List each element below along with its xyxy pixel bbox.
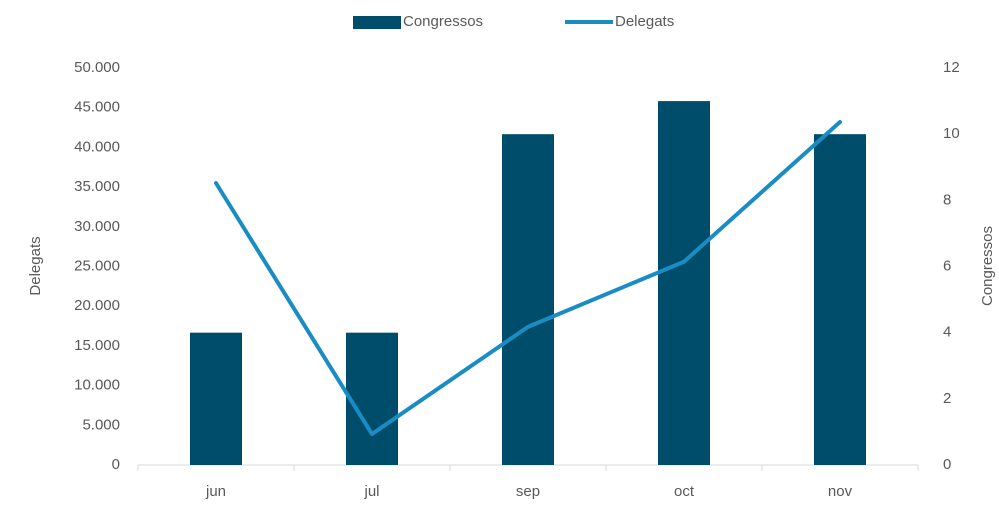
y2-tick-label: 6 <box>943 257 951 274</box>
legend-label: Congressos <box>403 13 483 30</box>
y-tick-label: 35.000 <box>74 178 120 195</box>
y-axis-title: Delegats <box>27 236 44 295</box>
y-tick-label: 30.000 <box>74 218 120 235</box>
y-tick-label: 10.000 <box>74 377 120 394</box>
x-tick-label: sep <box>516 483 540 500</box>
bar <box>814 134 866 465</box>
y2-tick-label: 0 <box>943 456 951 473</box>
y-tick-label: 20.000 <box>74 297 120 314</box>
bar <box>346 332 398 465</box>
bar <box>502 134 554 465</box>
y2-tick-label: 8 <box>943 191 951 208</box>
y-tick-label: 0 <box>112 456 120 473</box>
y-tick-label: 15.000 <box>74 337 120 354</box>
x-tick-label: nov <box>828 483 853 500</box>
y-tick-label: 5.000 <box>82 416 120 433</box>
x-tick-label: jul <box>363 483 379 500</box>
y-tick-label: 25.000 <box>74 257 120 274</box>
y-tick-label: 50.000 <box>74 59 120 76</box>
legend-label: Delegats <box>615 13 674 30</box>
y2-tick-label: 4 <box>943 324 951 341</box>
y-tick-label: 45.000 <box>74 99 120 116</box>
legend-swatch <box>353 16 401 29</box>
bar <box>658 101 710 465</box>
y-tick-label: 40.000 <box>74 138 120 155</box>
x-tick-label: jun <box>205 483 226 500</box>
x-tick-label: oct <box>674 483 695 500</box>
y2-axis-title: Congressos <box>979 226 996 306</box>
line <box>214 119 842 437</box>
y2-tick-label: 2 <box>943 390 951 407</box>
bar <box>190 332 242 465</box>
y2-tick-label: 10 <box>943 125 960 142</box>
y2-tick-label: 12 <box>943 59 960 76</box>
